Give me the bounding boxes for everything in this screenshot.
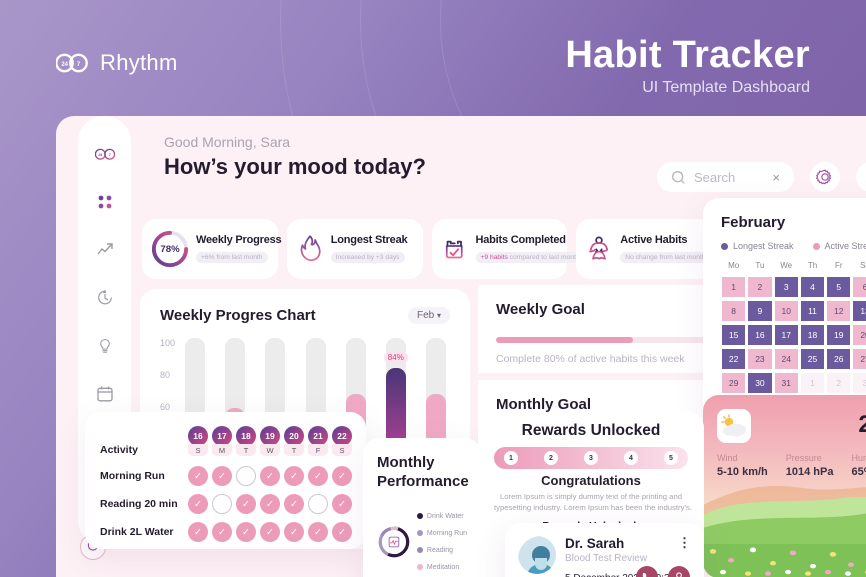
- svg-text:24: 24: [98, 153, 102, 157]
- svg-text:78%: 78%: [160, 244, 180, 255]
- svg-text:7: 7: [77, 62, 81, 68]
- svg-text:7: 7: [108, 153, 110, 157]
- svg-text:24: 24: [61, 62, 68, 68]
